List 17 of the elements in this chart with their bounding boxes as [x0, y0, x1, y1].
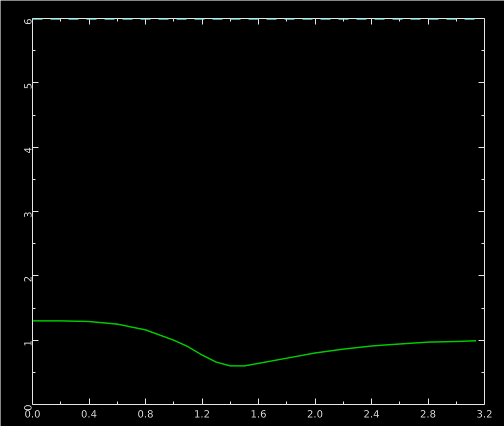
line-series: [32, 320, 477, 367]
x-tick-label: 2.8: [420, 410, 436, 420]
y-tick-label: 4: [24, 147, 34, 154]
x-tick-label: 0.0: [24, 410, 40, 420]
y-tick-label: 1: [24, 340, 34, 347]
x-tick-label: 1.2: [194, 410, 210, 420]
x-tick-label: 3.2: [476, 410, 492, 420]
y-tick-label: 3: [24, 211, 34, 218]
y-tick-label: 6: [24, 18, 34, 25]
x-tick-label: 0.8: [138, 410, 154, 420]
x-tick-label: 2.0: [307, 410, 323, 420]
y-tick-label: 2: [24, 276, 34, 282]
y-tick-label: 0: [24, 404, 34, 411]
y-tick-label: 5: [24, 82, 34, 90]
x-tick-label: 1.6: [250, 410, 266, 420]
x-tick-label: 0.4: [81, 410, 97, 420]
x-tick-label: 2.4: [364, 410, 380, 420]
